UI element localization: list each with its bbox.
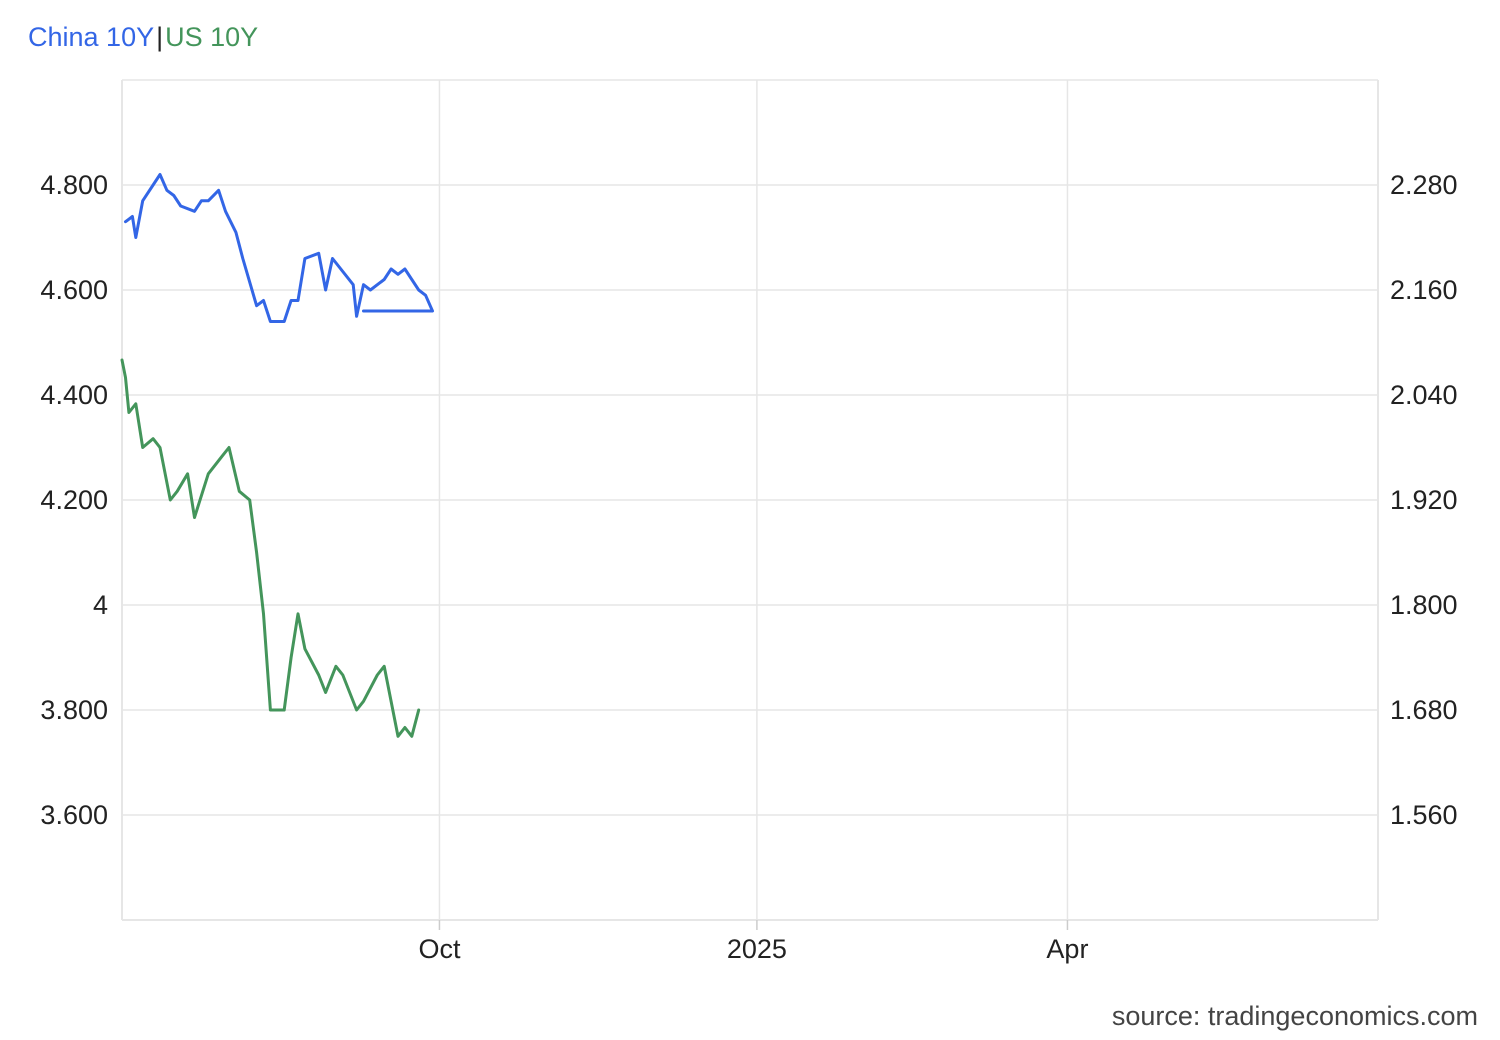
us-10y-line [120,358,421,738]
x-tick-label: Oct [418,934,461,964]
series-lines [120,173,434,738]
legend: China 10Y|US 10Y [28,22,258,53]
left-tick-label: 4 [93,590,108,620]
x-axis: Oct 2025 Apr [418,920,1088,964]
left-tick-label: 4.600 [40,275,108,305]
source-credit: source: tradingeconomics.com [1111,1001,1478,1031]
right-tick-label: 1.680 [1390,695,1458,725]
left-tick-label: 3.800 [40,695,108,725]
left-tick-label: 4.800 [40,170,108,200]
right-tick-label: 1.800 [1390,590,1458,620]
left-tick-label: 4.400 [40,380,108,410]
x-tick-label: 2025 [727,934,787,964]
legend-china-10y[interactable]: China 10Y [28,22,155,52]
right-axis: 1.560 1.680 1.800 1.920 2.040 2.160 2.280 [1390,170,1458,830]
right-tick-label: 2.160 [1390,275,1458,305]
right-tick-label: 2.280 [1390,170,1458,200]
left-axis: 3.600 3.800 4 4.200 4.400 4.600 4.800 [40,170,108,830]
left-tick-label: 4.200 [40,485,108,515]
china-10y-line [124,173,434,323]
legend-us-10y[interactable]: US 10Y [165,22,259,52]
legend-separator: | [156,22,164,52]
grid [121,79,1379,921]
right-tick-label: 2.040 [1390,380,1458,410]
left-tick-label: 3.600 [40,800,108,830]
x-tick-label: Apr [1046,934,1088,964]
right-tick-label: 1.920 [1390,485,1458,515]
right-tick-label: 1.560 [1390,800,1458,830]
